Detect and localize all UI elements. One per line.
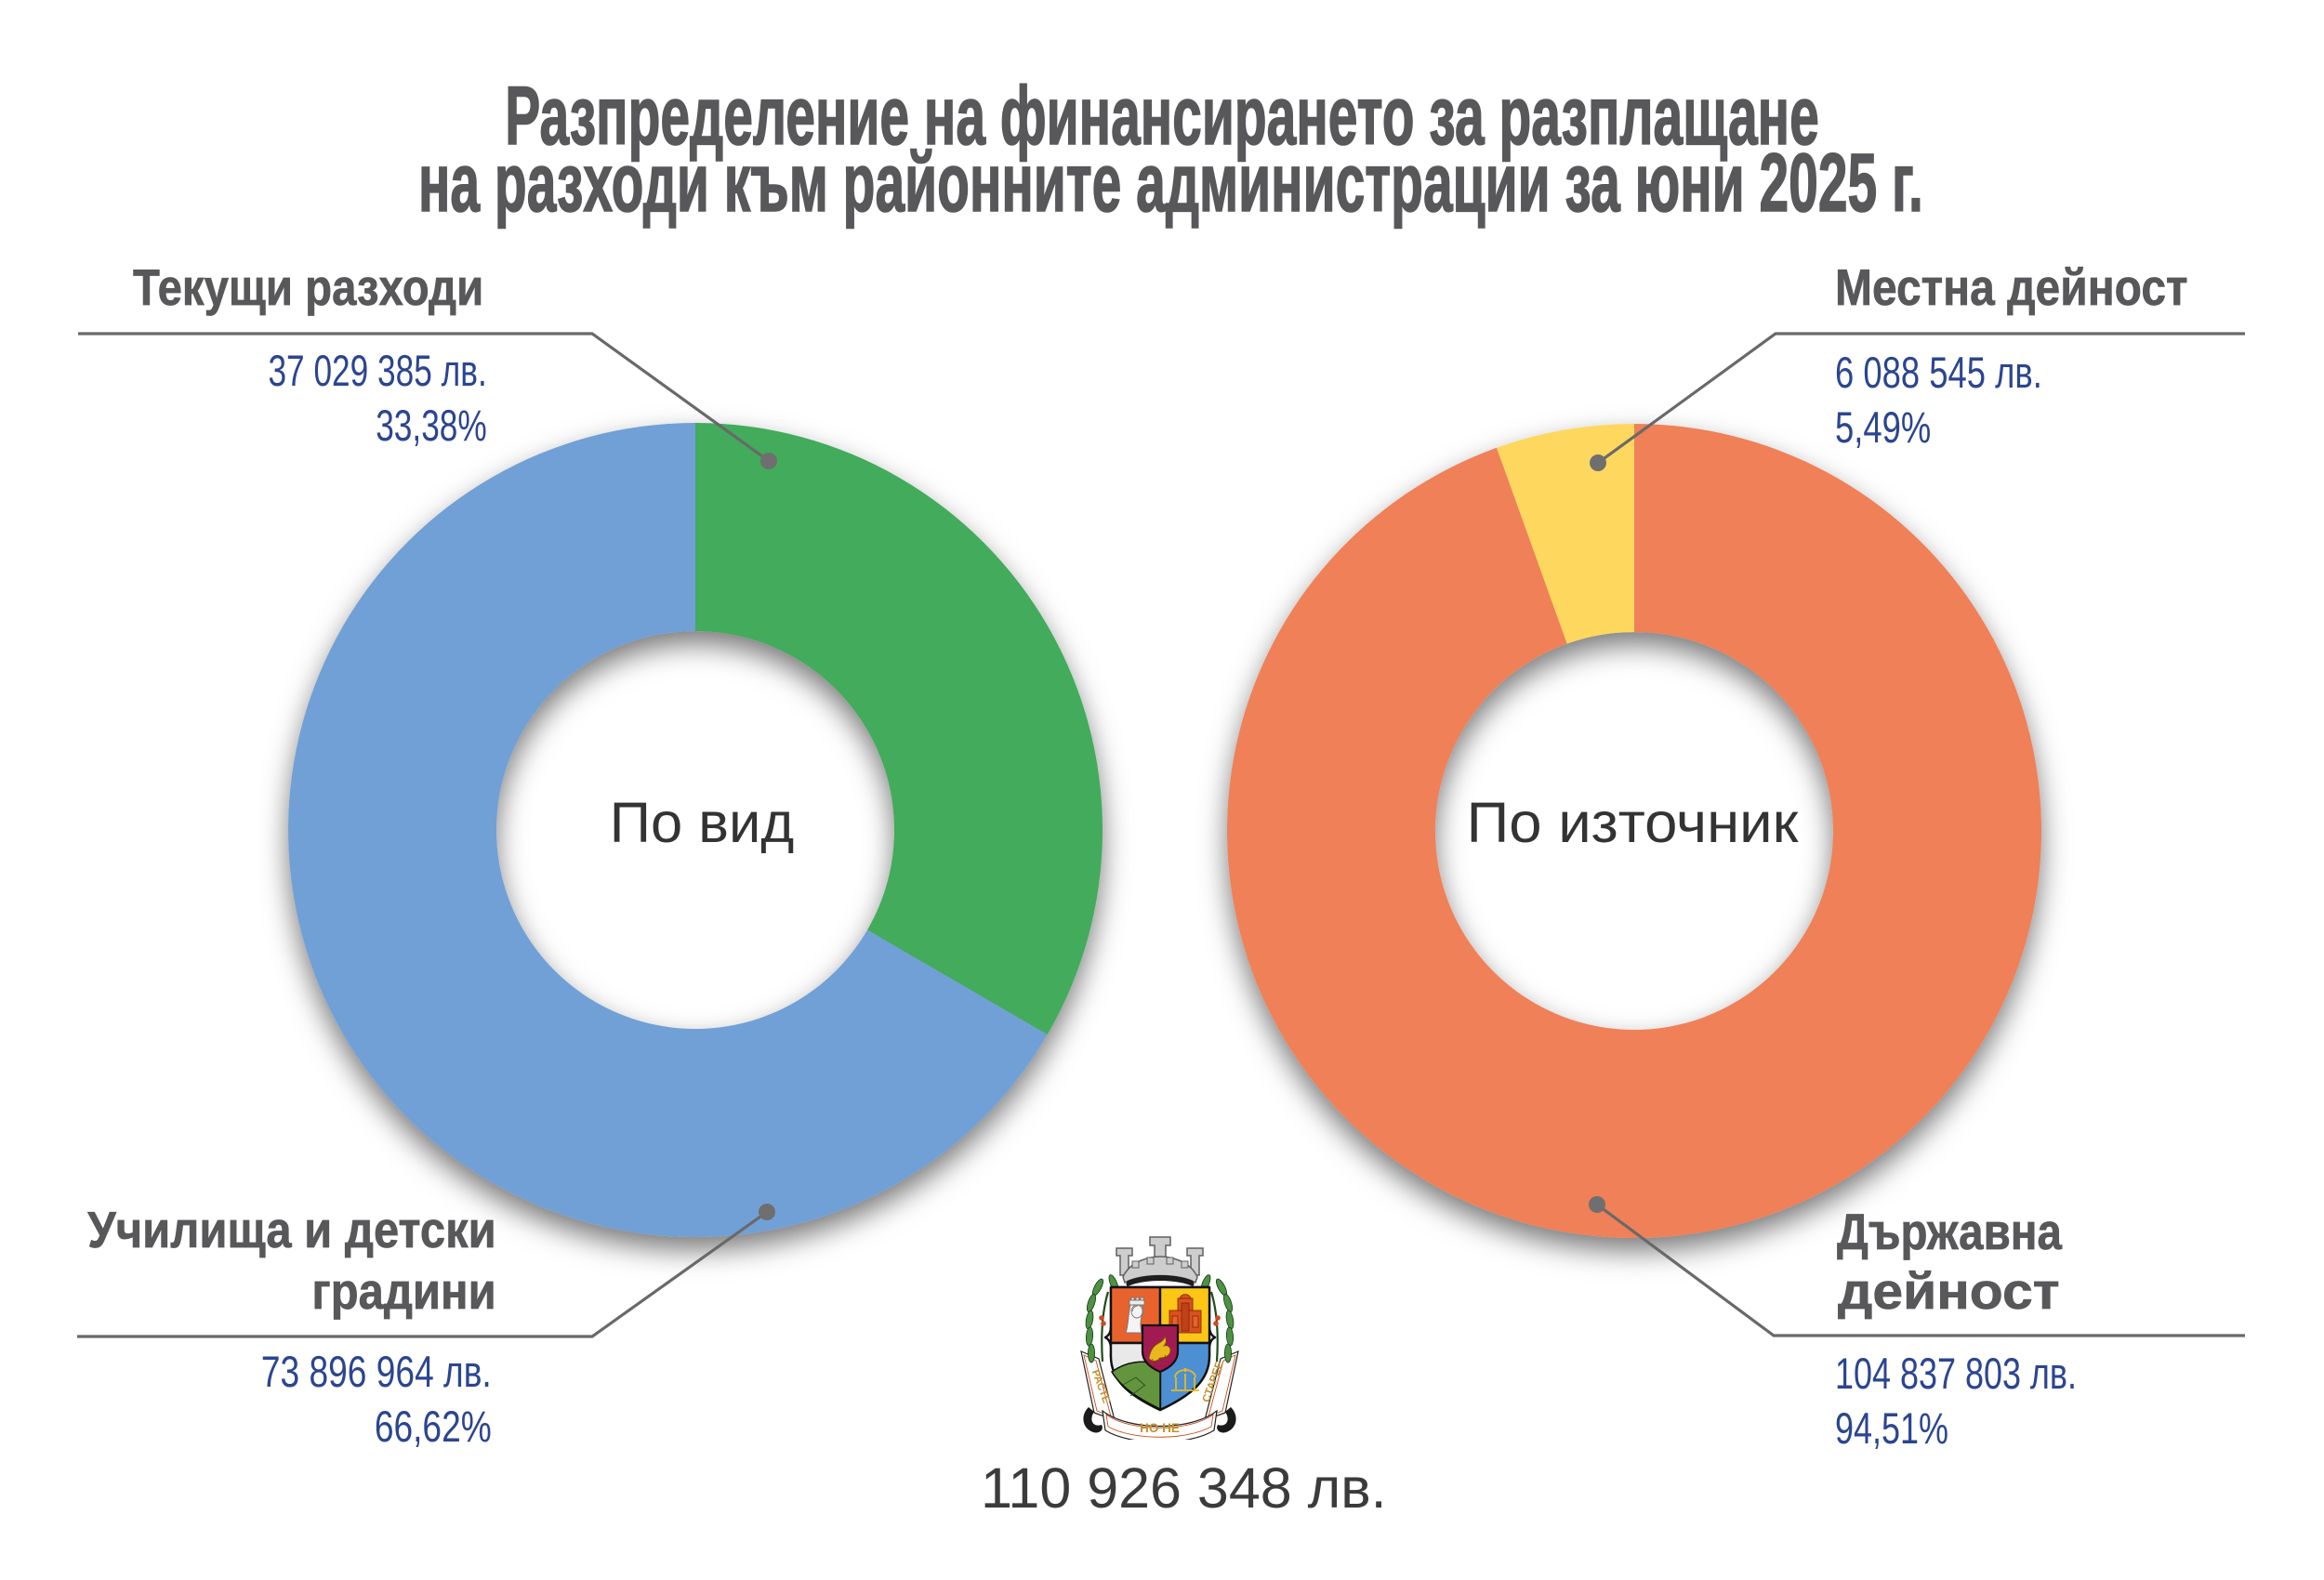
svg-text:НО НЕ: НО НЕ: [1140, 1421, 1180, 1435]
